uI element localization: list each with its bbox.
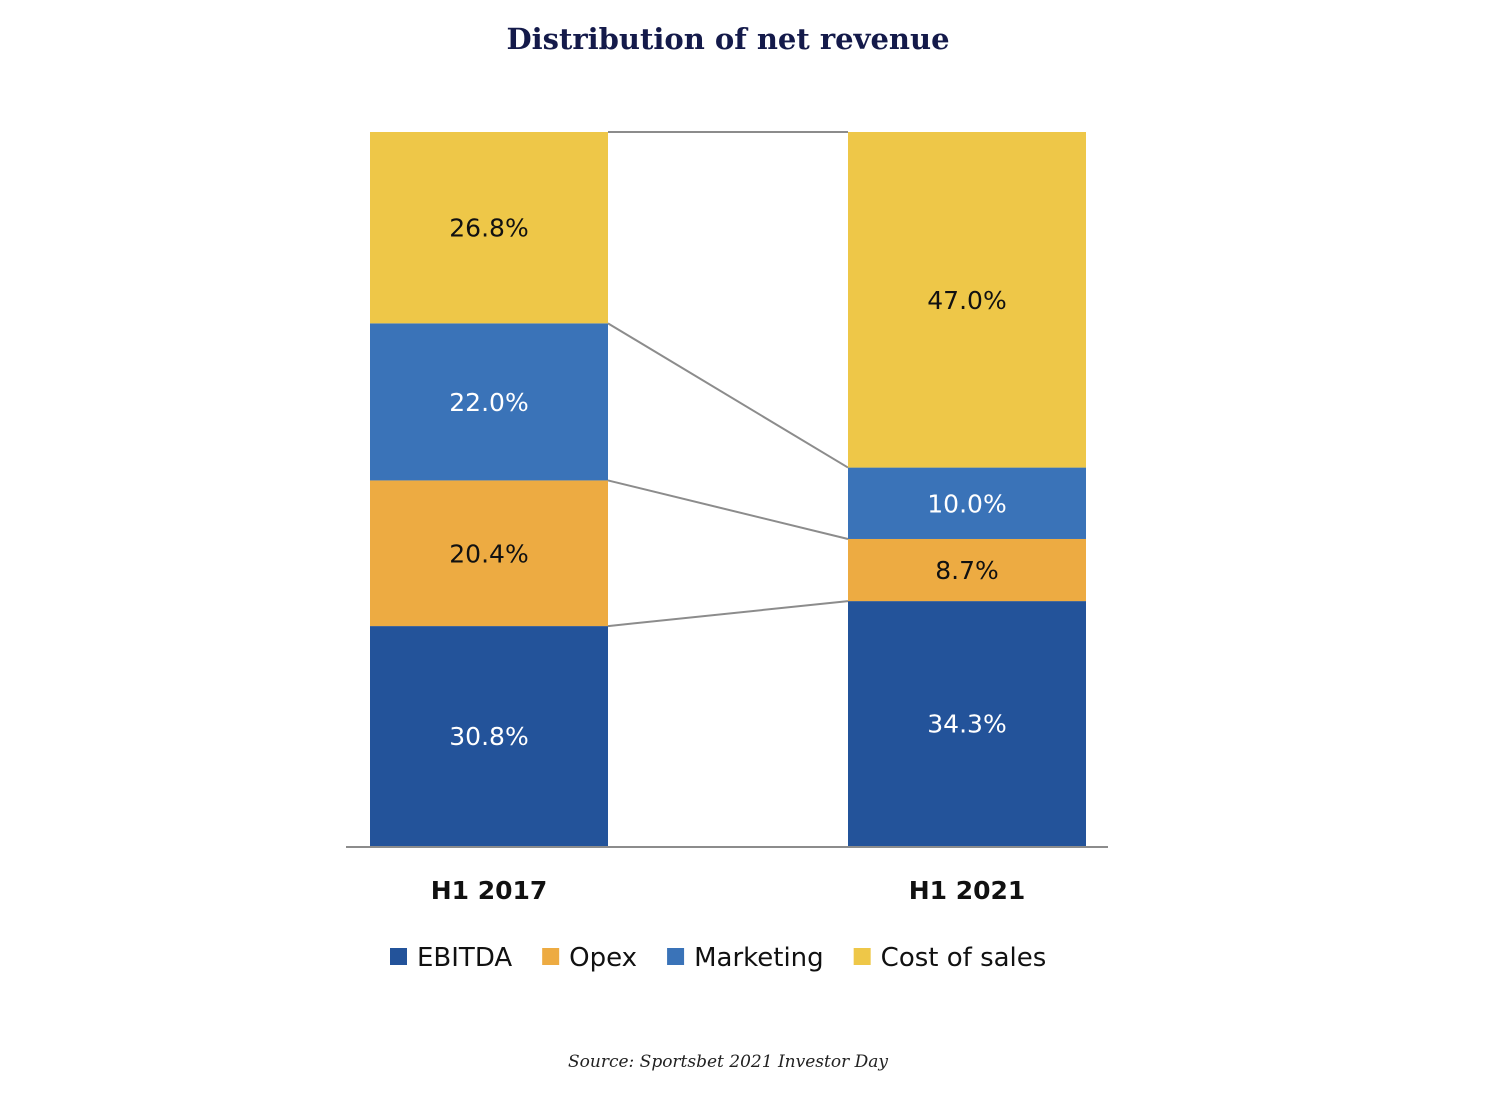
- data-label-ebitda-h1-2017: 30.8%: [449, 722, 528, 751]
- x-tick-label-h1-2017: H1 2017: [431, 876, 548, 905]
- bar-ebitda-h1-2017: [370, 626, 608, 846]
- data-label-cost-of-sales-h1-2017: 26.8%: [449, 214, 528, 243]
- legend-swatch-ebitda: [390, 948, 407, 965]
- bar-ebitda-h1-2021: [848, 601, 1086, 846]
- connector-opex: [607, 479, 849, 540]
- connector-marketing: [607, 322, 849, 469]
- data-label-marketing-h1-2021: 10.0%: [927, 489, 1006, 518]
- data-label-ebitda-h1-2021: 34.3%: [927, 710, 1006, 739]
- source-note: Source: Sportsbet 2021 Investor Day: [568, 1052, 888, 1072]
- bar-cost-of-sales-h1-2021: [848, 132, 1086, 468]
- data-label-opex-h1-2017: 20.4%: [449, 539, 528, 568]
- x-tick-label-h1-2021: H1 2021: [909, 876, 1026, 905]
- data-label-opex-h1-2021: 8.7%: [935, 556, 999, 585]
- legend-swatch-cost-of-sales: [853, 948, 871, 965]
- legend-swatch-opex: [542, 948, 560, 965]
- data-label-marketing-h1-2017: 22.0%: [449, 388, 528, 417]
- legend-label-ebitda: EBITDA: [417, 943, 512, 973]
- chart-title: Distribution of net revenue: [506, 22, 950, 56]
- bar-marketing-h1-2017: [370, 323, 608, 481]
- bar-cost-of-sales-h1-2017: [370, 132, 608, 324]
- bar-marketing-h1-2021: [848, 467, 1086, 539]
- legend: EBITDA Opex Marketing Cost of sales: [390, 943, 1046, 973]
- connector-ebitda: [607, 600, 849, 628]
- bar-opex-h1-2021: [848, 538, 1086, 602]
- data-label-cost-of-sales-h1-2021: 47.0%: [927, 286, 1006, 315]
- legend-label-marketing: Marketing: [694, 943, 824, 973]
- legend-label-cost-of-sales: Cost of sales: [881, 943, 1047, 973]
- legend-swatch-marketing: [667, 948, 685, 965]
- connector-lines: [607, 131, 849, 628]
- bar-opex-h1-2017: [370, 480, 608, 627]
- bars: 30.8% 20.4% 22.0% 26.8% 34.3% 8.7% 10.0% 47.0%: [370, 132, 1086, 846]
- x-axis-ticks: H1 2017 H1 2021: [431, 876, 1026, 905]
- legend-label-opex: Opex: [569, 943, 637, 973]
